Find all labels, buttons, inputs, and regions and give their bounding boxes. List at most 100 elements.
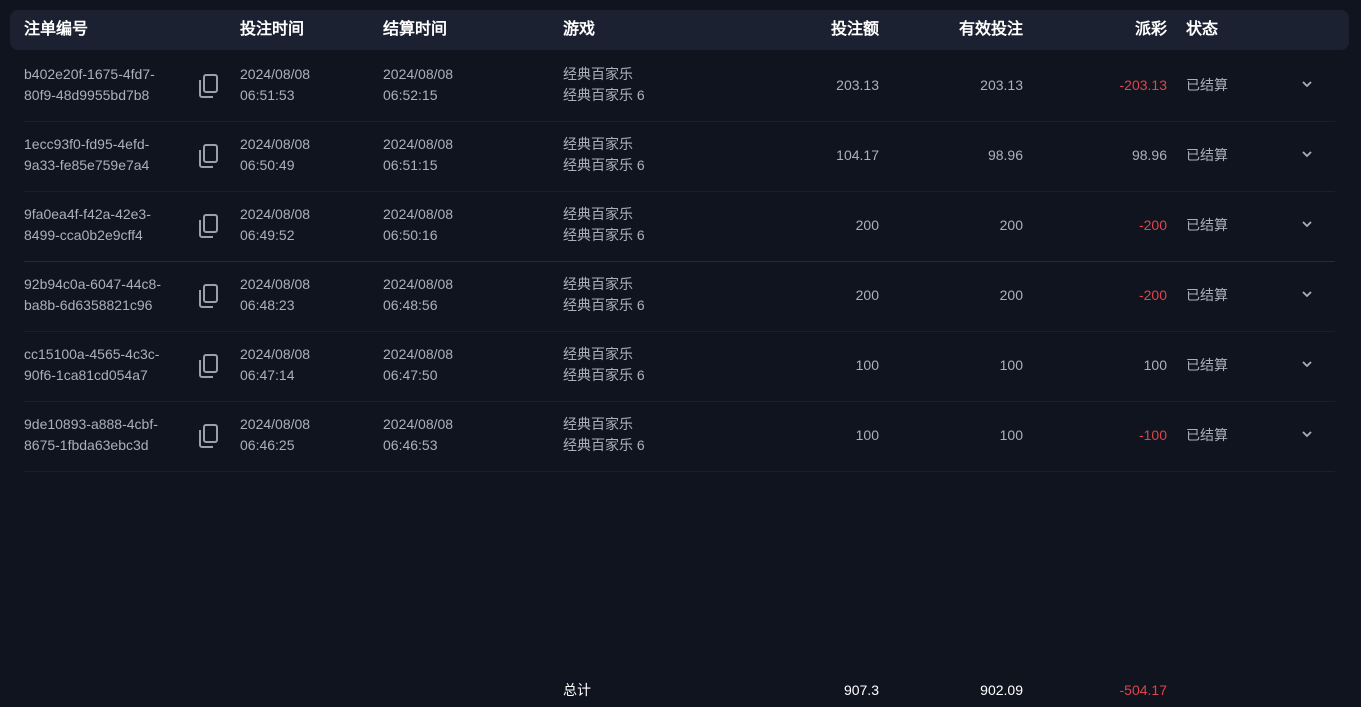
settle-clock: 06:50:16 xyxy=(383,227,438,243)
bet-clock: 06:46:25 xyxy=(240,437,295,453)
table-row[interactable]: 1ecc93f0-fd95-4efd- 9a33-fe85e759e7a4 202… xyxy=(24,121,1335,192)
bet-id: 9fa0ea4f-f42a-42e3- 8499-cca0b2e9cff4 xyxy=(24,204,151,246)
total-valid-bet: 902.09 xyxy=(980,682,1023,698)
bet-id-line2: ba8b-6d6358821c96 xyxy=(24,297,153,313)
game-name: 经典百家乐 xyxy=(563,276,633,292)
copy-icon[interactable] xyxy=(198,143,220,169)
bet-id-line2: 9a33-fe85e759e7a4 xyxy=(24,157,150,173)
total-bet-amount: 907.3 xyxy=(843,682,879,698)
total-label: 总计 xyxy=(563,682,591,698)
bet-date: 2024/08/08 xyxy=(240,346,311,362)
payout: -203.13 xyxy=(1119,77,1167,93)
game-name: 经典百家乐 xyxy=(563,346,633,362)
chevron-down-icon[interactable] xyxy=(1300,427,1314,441)
payout: 98.96 xyxy=(1131,147,1167,163)
game-table: 经典百家乐 6 xyxy=(563,437,645,453)
bet-id-line2: 8675-1fbda63ebc3d xyxy=(24,437,149,453)
status-badge: 已结算 xyxy=(1186,427,1228,443)
table-row[interactable]: b402e20f-1675-4fd7- 80f9-48d9955bd7b8 202… xyxy=(24,51,1335,122)
bet-id-line1: 9de10893-a888-4cbf- xyxy=(24,416,158,432)
game-table: 经典百家乐 6 xyxy=(563,87,645,103)
status-badge: 已结算 xyxy=(1186,287,1228,303)
total-payout: -504.17 xyxy=(1119,682,1167,698)
settle-date: 2024/08/08 xyxy=(383,346,454,362)
bet-clock: 06:50:49 xyxy=(240,157,295,173)
settle-clock: 06:48:56 xyxy=(383,297,438,313)
copy-icon[interactable] xyxy=(198,353,220,379)
settle-time: 2024/08/08 06:48:56 xyxy=(383,274,453,316)
bet-clock: 06:49:52 xyxy=(240,227,295,243)
bet-amount: 100 xyxy=(855,357,879,373)
bet-amount: 200 xyxy=(855,287,879,303)
valid-bet: 100 xyxy=(999,427,1023,443)
bet-amount: 104.17 xyxy=(836,147,879,163)
chevron-down-icon[interactable] xyxy=(1300,357,1314,371)
game: 经典百家乐 经典百家乐 6 xyxy=(563,64,645,106)
settle-date: 2024/08/08 xyxy=(383,276,454,292)
table-row[interactable]: 92b94c0a-6047-44c8- ba8b-6d6358821c96 202… xyxy=(24,261,1335,332)
bet-id-line2: 90f6-1ca81cd054a7 xyxy=(24,367,148,383)
col-settle-time: 结算时间 xyxy=(383,21,448,38)
settle-clock: 06:46:53 xyxy=(383,437,438,453)
settle-clock: 06:51:15 xyxy=(383,157,438,173)
col-status: 状态 xyxy=(1186,21,1219,38)
bet-id-line1: cc15100a-4565-4c3c- xyxy=(24,346,160,362)
bet-clock: 06:48:23 xyxy=(240,297,295,313)
valid-bet: 200 xyxy=(999,287,1023,303)
payout: -200 xyxy=(1138,287,1167,303)
col-payout: 派彩 xyxy=(1134,21,1167,38)
col-id: 注单编号 xyxy=(24,21,89,38)
table-row[interactable]: 9de10893-a888-4cbf- 8675-1fbda63ebc3d 202… xyxy=(24,401,1335,472)
bet-time: 2024/08/08 06:49:52 xyxy=(240,204,310,246)
copy-icon[interactable] xyxy=(198,73,220,99)
status-badge: 已结算 xyxy=(1186,357,1228,373)
settle-time: 2024/08/08 06:52:15 xyxy=(383,64,453,106)
copy-icon[interactable] xyxy=(198,423,220,449)
col-valid-bet: 有效投注 xyxy=(958,21,1023,38)
bet-amount: 100 xyxy=(855,427,879,443)
settle-time: 2024/08/08 06:47:50 xyxy=(383,344,453,386)
valid-bet: 100 xyxy=(999,357,1023,373)
payout: -100 xyxy=(1138,427,1167,443)
status-badge: 已结算 xyxy=(1186,217,1228,233)
bet-id-line1: 9fa0ea4f-f42a-42e3- xyxy=(24,206,151,222)
bet-time: 2024/08/08 06:47:14 xyxy=(240,344,310,386)
bet-id-line1: b402e20f-1675-4fd7- xyxy=(24,66,155,82)
bet-time: 2024/08/08 06:51:53 xyxy=(240,64,310,106)
settle-date: 2024/08/08 xyxy=(383,136,454,152)
chevron-down-icon[interactable] xyxy=(1300,77,1314,91)
chevron-down-icon[interactable] xyxy=(1300,217,1314,231)
game-table: 经典百家乐 6 xyxy=(563,157,645,173)
chevron-down-icon[interactable] xyxy=(1300,147,1314,161)
settle-date: 2024/08/08 xyxy=(383,416,454,432)
table-row[interactable]: cc15100a-4565-4c3c- 90f6-1ca81cd054a7 202… xyxy=(24,331,1335,402)
payout: 100 xyxy=(1143,357,1167,373)
status-badge: 已结算 xyxy=(1186,77,1228,93)
bet-id: 9de10893-a888-4cbf- 8675-1fbda63ebc3d xyxy=(24,414,158,456)
game: 经典百家乐 经典百家乐 6 xyxy=(563,414,645,456)
valid-bet: 98.96 xyxy=(987,147,1023,163)
settle-date: 2024/08/08 xyxy=(383,66,454,82)
bet-amount: 203.13 xyxy=(836,77,879,93)
bet-time: 2024/08/08 06:48:23 xyxy=(240,274,310,316)
game: 经典百家乐 经典百家乐 6 xyxy=(563,204,645,246)
copy-icon[interactable] xyxy=(198,283,220,309)
bet-date: 2024/08/08 xyxy=(240,136,311,152)
copy-icon[interactable] xyxy=(198,213,220,239)
bet-id-line1: 92b94c0a-6047-44c8- xyxy=(24,276,161,292)
game-table: 经典百家乐 6 xyxy=(563,227,645,243)
game: 经典百家乐 经典百家乐 6 xyxy=(563,134,645,176)
bet-date: 2024/08/08 xyxy=(240,206,311,222)
settle-date: 2024/08/08 xyxy=(383,206,454,222)
bet-id: 92b94c0a-6047-44c8- ba8b-6d6358821c96 xyxy=(24,274,161,316)
bet-amount: 200 xyxy=(855,217,879,233)
chevron-down-icon[interactable] xyxy=(1300,287,1314,301)
bet-time: 2024/08/08 06:50:49 xyxy=(240,134,310,176)
table-row[interactable]: 9fa0ea4f-f42a-42e3- 8499-cca0b2e9cff4 202… xyxy=(24,191,1335,262)
game-table: 经典百家乐 6 xyxy=(563,367,645,383)
game: 经典百家乐 经典百家乐 6 xyxy=(563,274,645,316)
col-bet-time: 投注时间 xyxy=(240,21,305,38)
bet-clock: 06:51:53 xyxy=(240,87,295,103)
bet-id-line2: 8499-cca0b2e9cff4 xyxy=(24,227,143,243)
bet-clock: 06:47:14 xyxy=(240,367,295,383)
